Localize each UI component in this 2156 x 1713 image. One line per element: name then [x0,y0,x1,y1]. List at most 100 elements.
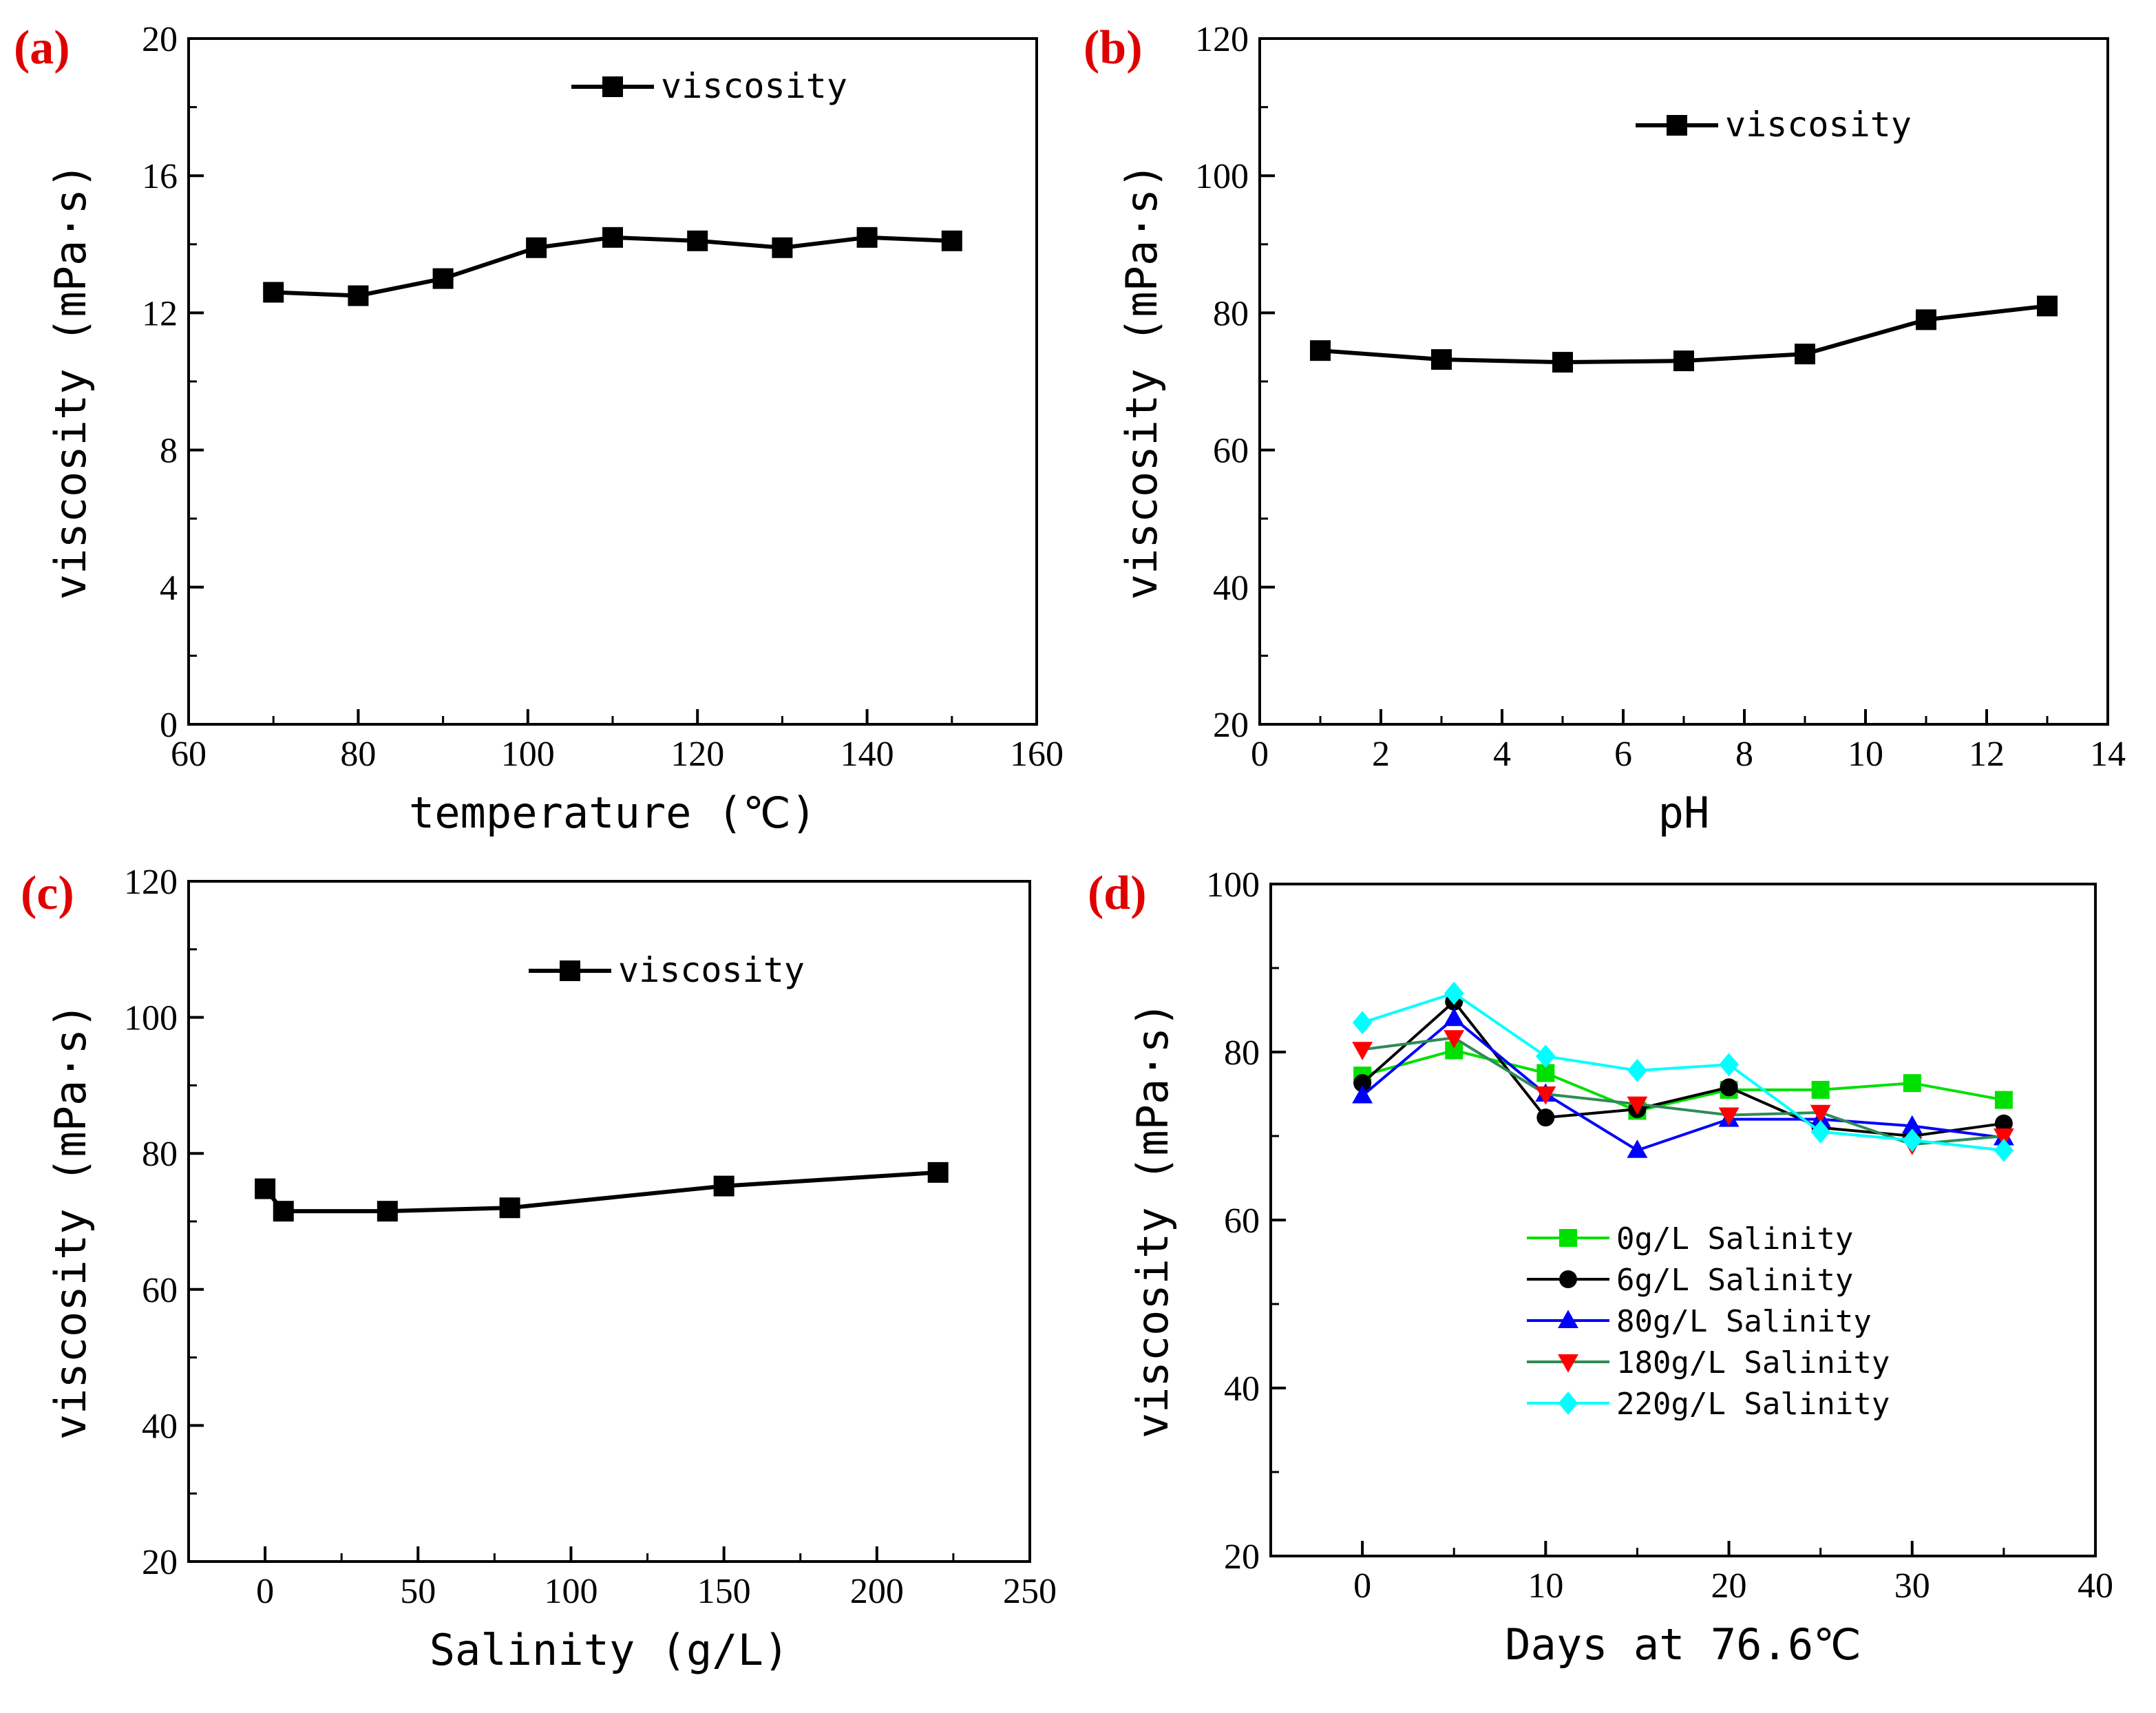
legend-entry: viscosity [529,950,805,990]
panel-a: (a) 60 80 100 120 140 160 0 4 8 12 16 20 temperature … [14,20,1064,838]
data-point [713,1175,734,1197]
legend-entry: viscosity [571,66,847,106]
data-point [348,285,369,306]
data-point [499,1197,520,1219]
data-point [1993,1128,2014,1147]
series-line [1361,1016,2005,1152]
data-point [1627,1096,1648,1115]
y-tick-label: 120 [124,863,178,902]
x-tick-label: 80 [340,735,376,774]
data-point [1901,1115,1923,1134]
x-tick-label: 0 [1353,1566,1371,1606]
y-tick-label: 100 [124,999,178,1038]
legend-entry: 80g/L Salinity [1527,1304,1872,1339]
plot-frame [187,880,1031,1563]
series-line [1362,1049,2005,1113]
x-tick-label: 250 [1003,1572,1057,1611]
data-point [263,282,284,303]
data-point [856,227,878,248]
x-tick-label: 0 [1251,735,1269,774]
x-tick-label: 20 [1711,1566,1747,1606]
panel-label: (a) [14,21,70,74]
x-tick-label: 160 [1010,735,1064,774]
y-tick-label: 100 [1206,865,1260,905]
x-tick-label: 60 [171,735,207,774]
data-point [377,1201,398,1222]
x-tick-label: 40 [2078,1566,2113,1606]
legend-label: 6g/L Salinity [1616,1263,1853,1298]
data-point [1352,1084,1373,1104]
data-point [772,237,793,258]
y-tick-label: 40 [1224,1369,1260,1409]
data-point [1719,1053,1739,1077]
panel-label: (d) [1088,867,1147,920]
y-tick-label: 100 [1195,157,1249,196]
panel-b: (b) 0 2 4 6 8 10 12 14 20 40 60 80 100 120 pH viscosity … [1084,20,2126,838]
x-tick-label: 4 [1493,735,1511,774]
legend-marker [1667,115,1687,136]
y-tick-label: 12 [142,294,178,333]
plot-frame [1269,883,2097,1557]
data-point [1720,1078,1738,1097]
legend-entry: 0g/L Salinity [1527,1221,1853,1257]
data-point [941,230,962,251]
y-tick-label: 80 [1224,1033,1260,1073]
panel-label: (c) [21,867,74,920]
data-point [1811,1080,1830,1099]
data-point [1431,349,1452,370]
legend-marker [602,76,623,97]
y-axis-title: viscosity (mPa·s) [45,163,96,600]
y-tick-label: 20 [1213,706,1249,745]
y-tick-label: 60 [1224,1201,1260,1241]
series-line [1361,999,2005,1138]
x-tick-label: 8 [1735,735,1753,774]
data-point [687,230,708,251]
y-tick-label: 60 [1213,432,1249,471]
y-tick-label: 20 [1224,1537,1260,1577]
legend-entry: 180g/L Salinity [1527,1345,1890,1380]
legend-entry: viscosity [1636,105,1912,145]
data-point [1810,1120,1830,1144]
x-tick-label: 2 [1372,735,1390,774]
legend-marker [1559,1270,1577,1288]
y-tick-label: 80 [142,1135,178,1174]
series-line [263,1170,938,1214]
legend-entry: 220g/L Salinity [1527,1387,1890,1422]
x-tick-label: 0 [256,1572,274,1611]
data-point [1352,1011,1373,1035]
data-point [273,1201,294,1222]
x-tick-label: 200 [850,1572,904,1611]
y-tick-label: 20 [142,1543,178,1582]
data-point [1310,340,1331,361]
series-0 [255,1162,949,1222]
legend-label: 0g/L Salinity [1616,1221,1853,1257]
series-0 [263,227,962,306]
data-point [1903,1074,1921,1093]
x-tick-label: 12 [1969,735,2005,774]
y-tick-label: 40 [142,1407,178,1446]
data-point [1902,1128,1923,1152]
y-axis-title: viscosity (mPa·s) [1128,1002,1178,1439]
y-tick-label: 16 [142,157,178,196]
x-tick-label: 10 [1848,735,1883,774]
data-point [1444,1007,1465,1027]
legend-label: 80g/L Salinity [1616,1304,1872,1339]
legend-label: 180g/L Salinity [1616,1345,1890,1380]
data-point [2037,295,2058,317]
data-point [255,1178,276,1199]
y-tick-label: 60 [142,1271,178,1310]
data-point [1994,1114,2013,1133]
legend-marker [1558,1354,1578,1373]
panel-label: (b) [1084,21,1143,74]
y-tick-label: 4 [160,569,178,608]
plot-frame [187,37,1038,726]
data-point [1994,1091,2013,1109]
data-point [1353,1074,1372,1093]
series-0 [1353,1041,2013,1120]
data-point [1352,1042,1373,1060]
legend-label: viscosity [1725,105,1912,145]
panel-d: (d) 0 10 20 30 40 20 40 60 80 100 Days at 76.6℃ visc… [1088,865,2113,1670]
x-tick-label: 14 [2090,735,2126,774]
data-point [927,1162,949,1183]
